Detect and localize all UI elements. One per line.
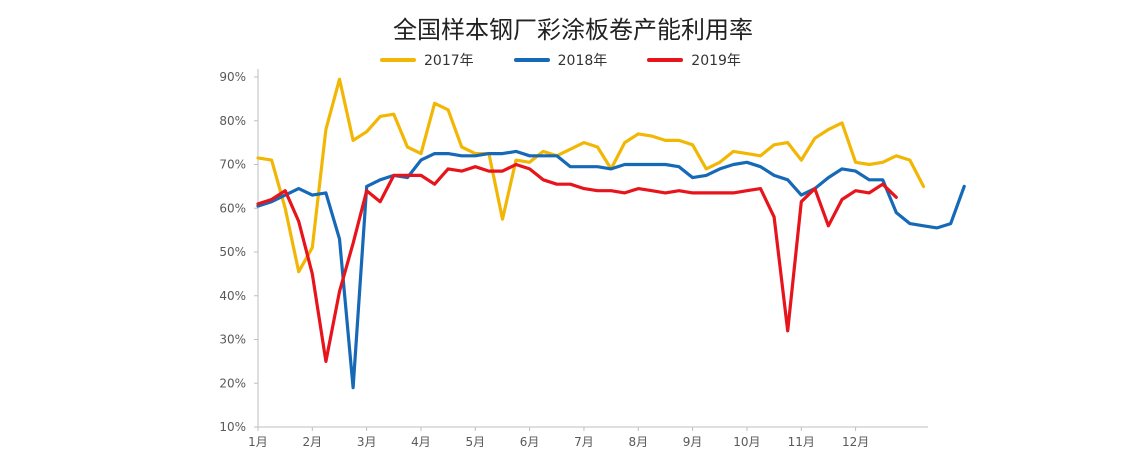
y-tick-label: 20% [219,376,246,390]
legend-swatch-2018 [513,58,550,62]
x-tick-label: 8月 [628,435,648,449]
y-tick-label: 90% [219,70,246,84]
x-tick-label: 2月 [303,435,323,449]
x-tick-label: 10月 [733,435,760,449]
legend-item-2018: 2018年 [513,50,608,70]
x-tick-label: 11月 [788,435,815,449]
chart-title: 全国样本钢厂彩涂板卷产能利用率 [393,16,753,44]
legend-label-2018: 2018年 [557,53,608,69]
y-tick-label: 10% [219,420,246,434]
x-tick-label: 9月 [683,435,703,449]
y-tick-label: 80% [219,114,246,128]
y-tick-label: 40% [219,289,246,303]
y-tick-label: 30% [219,333,246,347]
legend: 2017年 2018年 2019年 [380,50,741,70]
x-tick-label: 12月 [842,435,869,449]
x-tick-label: 5月 [465,435,485,449]
x-tick-label: 4月 [411,435,431,449]
y-tick-label: 70% [219,158,246,172]
legend-item-2019: 2019年 [647,50,741,70]
series-line-2019 [256,162,898,363]
x-tick-label: 3月 [357,435,377,449]
y-tick-label: 50% [219,245,246,259]
legend-swatch-2017 [380,58,416,62]
legend-label-2019: 2019年 [691,53,741,69]
x-tick-label: 7月 [574,435,594,449]
x-tick-label: 1月 [248,435,268,449]
x-tick-label: 6月 [520,435,540,449]
series-line-2017 [256,77,926,274]
legend-swatch-2019 [647,58,684,62]
legend-label-2017: 2017年 [424,53,474,69]
y-tick-label: 60% [219,201,246,215]
legend-item-2017: 2017年 [380,50,474,70]
series-line-2018 [256,149,966,390]
